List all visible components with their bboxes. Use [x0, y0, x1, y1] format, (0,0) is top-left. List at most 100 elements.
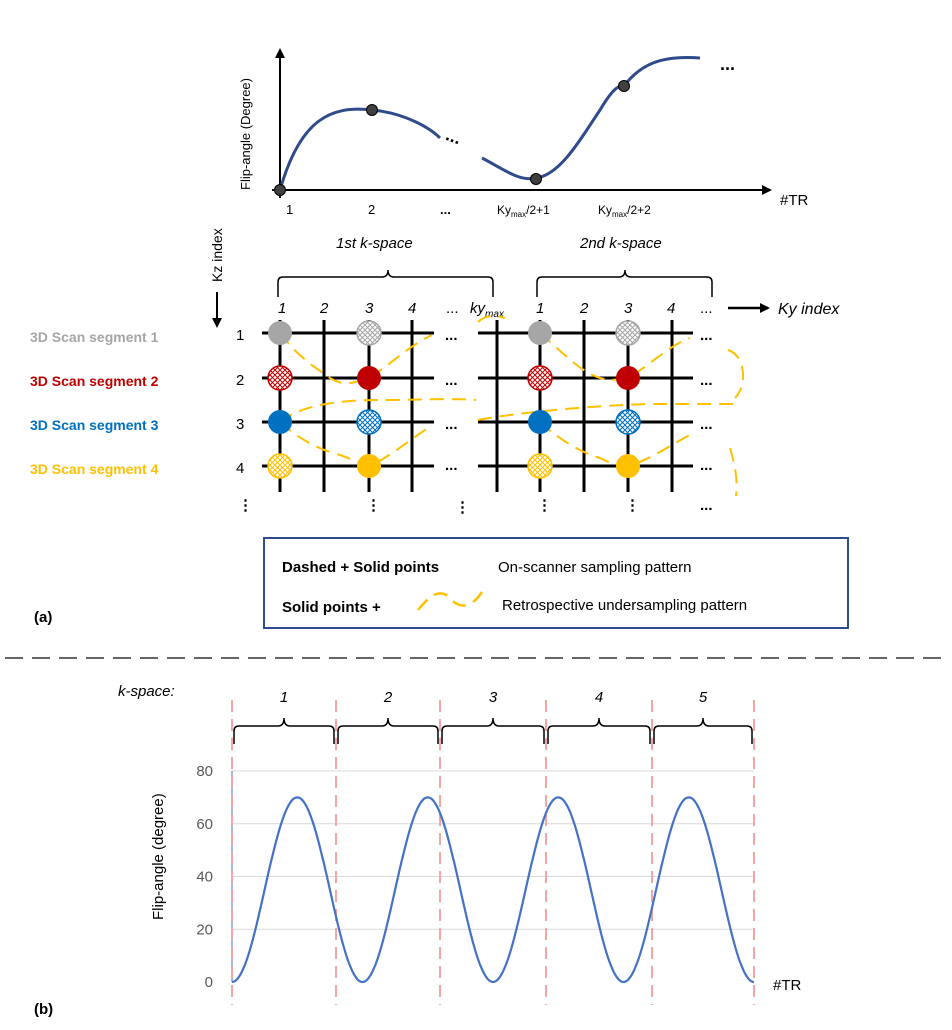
top-plot-dots-end: ...	[720, 54, 735, 74]
pt-g2-r1-c1	[528, 321, 552, 345]
top-plot-tick-kymax-2-rest: /2+2	[627, 203, 651, 217]
g1-ell-r1: ...	[445, 327, 458, 344]
y-tick-60: 60	[196, 816, 213, 833]
legend-row2-desc: Retrospective undersampling pattern	[502, 597, 747, 614]
retro-path-link	[477, 315, 506, 323]
segment-labels: 3D Scan segment 1 3D Scan segment 2 3D S…	[30, 329, 159, 477]
ky-col-1-kymax-base: ky	[470, 300, 487, 317]
legend-row1-key: Dashed + Solid points	[282, 559, 439, 576]
kz-row-4: 4	[236, 460, 244, 477]
pt-g1-r4-c1	[267, 453, 293, 479]
top-plot-y-label: Flip-angle (Degree)	[238, 78, 253, 190]
g2-ell-r4: ...	[700, 457, 713, 474]
top-plot-point-2	[366, 104, 378, 116]
flip-angle-series-line	[231, 796, 755, 984]
pt-g1-r3-c3	[356, 409, 382, 435]
top-plot-tick-kymax-2-base: Ky	[598, 203, 612, 217]
segment-label-1: 3D Scan segment 1	[30, 329, 159, 345]
pt-g1-r1-c1	[268, 321, 292, 345]
kspace-brace-1	[233, 717, 335, 744]
ky-col-2-ellipsis: ...	[700, 300, 713, 317]
top-plot-point-1	[274, 184, 286, 196]
g2-vdots-c3: ⋮	[625, 497, 640, 514]
top-plot-dots-mid: ...	[443, 124, 464, 148]
g2-ell-r1: ...	[700, 327, 713, 344]
kspace-brace-5	[653, 717, 753, 744]
pt-g2-r4-c3	[616, 454, 640, 478]
grid-ellipses: ... ... ... ... ... ... ... ... ... ⋮ ⋮ …	[366, 327, 713, 516]
retrospective-path	[279, 315, 745, 497]
top-plot-point-4	[618, 80, 630, 92]
retro-path-right-loop	[727, 349, 745, 399]
kspace-number-4: 4	[595, 689, 603, 706]
legend-box	[263, 537, 849, 629]
ky-columns-1: 1 2 3 4 ... kymax	[278, 300, 505, 320]
y-tick-0: 0	[205, 974, 213, 991]
kz-row-dots: ⋮	[238, 497, 253, 514]
top-plot-tick-kymax-2: Kymax/2+2	[598, 203, 651, 219]
y-tick-80: 80	[196, 763, 213, 780]
ky-col-1-ellipsis: ...	[446, 300, 459, 317]
segment-label-4: 3D Scan segment 4	[30, 461, 159, 477]
segment-label-3: 3D Scan segment 3	[30, 417, 159, 433]
ky-columns-2: 1 2 3 4 ...	[536, 300, 713, 317]
legend-row1-desc: On-scanner sampling pattern	[498, 559, 691, 576]
panel-b-label: (b)	[34, 1001, 53, 1018]
pt-g1-r4-c3	[357, 454, 381, 478]
kspace-grid-2	[478, 320, 693, 492]
kspace-number-5: 5	[699, 689, 708, 706]
pt-g1-r2-c3	[357, 366, 381, 390]
top-flip-angle-plot: Flip-angle (Degree) #TR ... ... 1 2 ... …	[238, 48, 809, 219]
g2-ell-r2: ...	[700, 372, 713, 389]
kspace-brace-3	[441, 717, 545, 744]
kspace-1-brace	[277, 269, 494, 297]
sample-points-grid-2	[527, 320, 641, 479]
kz-row-2: 2	[236, 372, 244, 389]
top-plot-tick-kymax-2-sub: max	[612, 210, 627, 219]
pt-g2-r3-c3	[615, 409, 641, 435]
g1-ell-r2: ...	[445, 372, 458, 389]
y-tick-20: 20	[196, 921, 213, 938]
y-tick-40: 40	[196, 869, 213, 886]
panel-b-y-label: Flip-angle (degree)	[150, 793, 167, 920]
ky-col-1-2: 2	[319, 300, 329, 317]
g2-ell-r3: ...	[700, 416, 713, 433]
g1-ell-r4: ...	[445, 457, 458, 474]
panel-b: k-space: 1 2 3 4 5 0 20 40 60 80 Flip-angle (deg…	[34, 683, 802, 1018]
panel-b-x-label: #TR	[773, 977, 802, 994]
pt-g2-r4-c1	[527, 453, 553, 479]
ky-col-2-2: 2	[579, 300, 589, 317]
kz-rows: 1 2 3 4 ⋮	[236, 327, 253, 514]
pt-g2-r1-c3	[615, 320, 641, 346]
kspace-brace-4	[547, 717, 651, 744]
ky-col-1-kymax: kymax	[470, 300, 505, 320]
ky-col-1-kymax-sub: max	[485, 309, 505, 320]
kspace-number-2: 2	[383, 689, 393, 706]
pt-g1-r1-c3	[356, 320, 382, 346]
ky-col-1-4: 4	[408, 300, 416, 317]
kspace-number-3: 3	[489, 689, 498, 706]
kz-row-1: 1	[236, 327, 244, 344]
top-plot-tick-kymax-1-rest: /2+1	[526, 203, 550, 217]
retro-path-grid2-row4	[539, 421, 691, 468]
kspace-number-1: 1	[280, 689, 288, 706]
g1-ell-r3: ...	[445, 416, 458, 433]
ky-axis-label: Ky index	[778, 301, 840, 318]
legend-row2-key: Solid points +	[282, 599, 381, 616]
top-plot-tick-kymax-1-base: Ky	[497, 203, 511, 217]
ky-col-2-1: 1	[536, 300, 544, 317]
kspace-2-label: 2nd k-space	[579, 235, 662, 252]
g1-vdots-c3: ⋮	[366, 497, 381, 514]
g2-ell-r5: ...	[700, 497, 713, 514]
ky-col-2-3: 3	[624, 300, 633, 317]
sample-points-grid-1	[267, 320, 382, 479]
retro-path-grid2-row3	[477, 402, 735, 421]
segment-label-2: 3D Scan segment 2	[30, 373, 159, 389]
pt-g2-r3-c1	[528, 410, 552, 434]
ky-col-1-3: 3	[365, 300, 374, 317]
legend: Dashed + Solid points On-scanner samplin…	[263, 537, 849, 629]
retro-path-grid1	[279, 332, 433, 385]
retro-path-right-tail	[729, 447, 738, 497]
retro-path-grid2	[539, 332, 691, 381]
